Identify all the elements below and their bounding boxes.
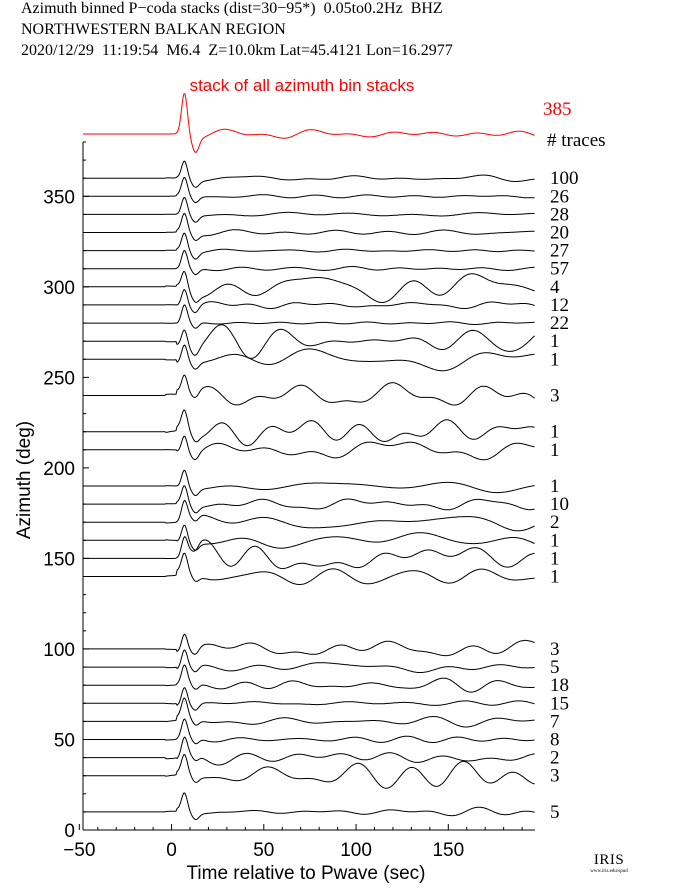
- trace-count-label: 1: [550, 331, 560, 352]
- trace-count-label: 1: [550, 567, 560, 588]
- trace-count-label: 8: [550, 729, 560, 750]
- azimuth-trace: [83, 552, 535, 585]
- trace-count-label: 27: [550, 241, 569, 262]
- azimuth-trace: [83, 633, 535, 657]
- trace-count-label: 1: [550, 422, 560, 443]
- azimuth-trace: [83, 485, 535, 514]
- azimuth-trace: [83, 344, 535, 372]
- trace-count-label: 4: [550, 277, 560, 298]
- iris-logo: IRIS www.iris.edu/spud: [590, 852, 628, 875]
- azimuth-trace: [83, 196, 535, 223]
- count-header: # traces: [547, 130, 606, 151]
- azimuth-trace: [83, 374, 535, 406]
- azimuth-trace: [83, 324, 535, 359]
- x-tick-label: 100: [340, 840, 372, 861]
- azimuth-trace: [83, 249, 535, 276]
- azimuth-trace: [83, 304, 535, 329]
- x-tick-label: 0: [166, 840, 177, 861]
- azimuth-trace: [83, 697, 535, 728]
- x-axis-label: Time relative to Pwave (sec): [187, 863, 426, 884]
- trace-count-label: 15: [550, 693, 569, 714]
- trace-count-label: 18: [550, 675, 569, 696]
- y-tick-label: 300: [43, 278, 75, 299]
- azimuth-trace: [83, 469, 535, 497]
- trace-count-label: 1: [550, 440, 560, 461]
- trace-count-label: 100: [550, 168, 579, 189]
- y-tick-label: 0: [64, 821, 75, 842]
- trace-count-label: 7: [550, 711, 560, 732]
- trace-count-label: 57: [550, 259, 569, 280]
- header-line-2: NORTHWESTERN BALKAN REGION: [21, 21, 286, 38]
- azimuth-trace: [83, 649, 535, 673]
- stack-trace: [83, 92, 535, 153]
- trace-count-label: 1: [550, 548, 560, 569]
- azimuth-trace: [83, 792, 535, 821]
- azimuth-trace: [83, 160, 535, 188]
- y-tick-label: 50: [54, 730, 75, 751]
- azimuth-trace: [83, 754, 535, 789]
- trace-count-label: 3: [550, 385, 560, 406]
- trace-count-label: 3: [550, 639, 560, 660]
- y-tick-label: 100: [43, 640, 75, 661]
- trace-count-labels: 1002628202757412221131111021113518157823…: [550, 168, 579, 823]
- y-tick-label: 200: [43, 459, 75, 480]
- header-line-1: Azimuth binned P−coda stacks (dist=30−95…: [21, 0, 443, 17]
- trace-count-label: 1: [550, 349, 560, 370]
- azimuth-trace: [83, 736, 535, 766]
- x-tick-label: 50: [253, 840, 274, 861]
- trace-count-label: 26: [550, 186, 569, 207]
- azimuth-trace: [83, 664, 535, 693]
- azimuth-trace: [83, 270, 535, 303]
- header-line-3: 2020/12/29 11:19:54 M6.4 Z=10.0km Lat=45…: [21, 42, 453, 59]
- trace-stacks: [83, 160, 535, 821]
- y-tick-label: 250: [43, 368, 75, 389]
- x-tick-label: 150: [432, 840, 464, 861]
- y-tick-label: 150: [43, 549, 75, 570]
- azimuth-trace: [83, 535, 535, 570]
- azimuth-trace: [83, 524, 535, 551]
- y-axis-label: Azimuth (deg): [14, 421, 35, 539]
- azimuth-trace: [83, 176, 535, 204]
- trace-count-label: 2: [550, 748, 560, 769]
- azimuth-trace: [83, 687, 535, 711]
- trace-count-label: 3: [550, 766, 560, 787]
- stack-title: stack of all azimuth bin stacks: [190, 76, 415, 95]
- trace-count-label: 10: [550, 494, 569, 515]
- azimuth-trace: [83, 718, 535, 745]
- trace-count-label: 12: [550, 295, 569, 316]
- trace-count-label: 20: [550, 223, 569, 244]
- y-tick-label: 350: [43, 187, 75, 208]
- trace-count-label: 2: [550, 512, 560, 533]
- azimuth-trace: [83, 499, 535, 532]
- azimuth-trace: [83, 409, 535, 447]
- azimuth-trace: [83, 289, 535, 314]
- trace-count-label: 5: [550, 802, 560, 823]
- azimuth-trace: [83, 232, 535, 260]
- azimuth-trace: [83, 213, 535, 242]
- stack-panel: [83, 92, 535, 153]
- trace-count-label: 1: [550, 476, 560, 497]
- trace-count-label: 5: [550, 657, 560, 678]
- azimuth-trace: [83, 435, 535, 461]
- x-tick-label: −50: [63, 840, 95, 861]
- trace-count-label: 28: [550, 204, 569, 225]
- trace-count-label: 1: [550, 530, 560, 551]
- stack-count: 385: [543, 99, 572, 120]
- trace-count-label: 22: [550, 313, 569, 334]
